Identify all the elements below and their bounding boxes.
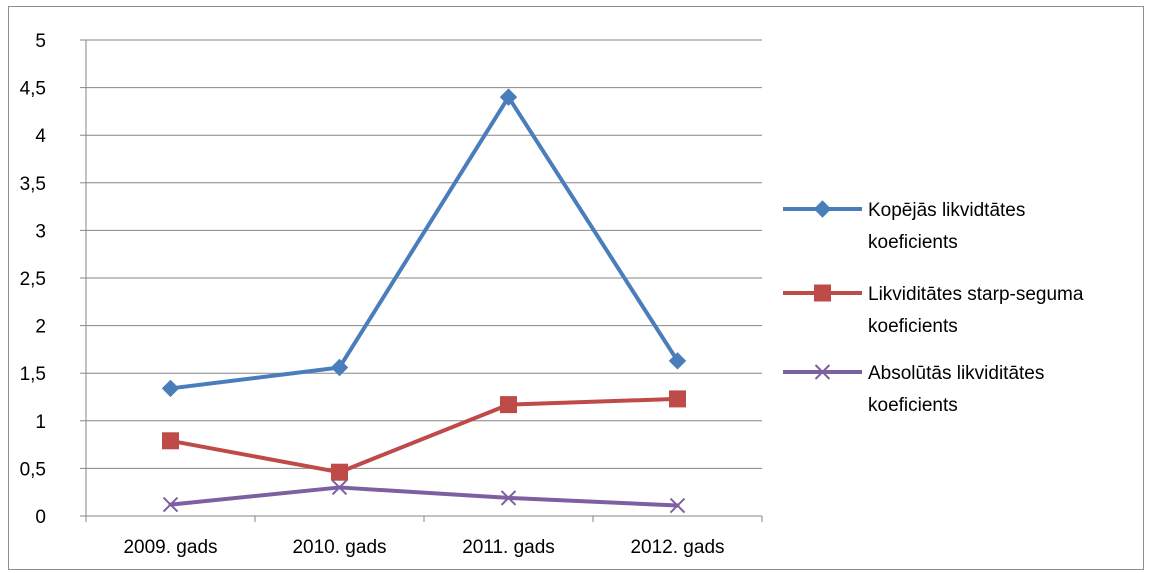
data-point [331, 479, 348, 496]
line-chart: 0 0,5 1 1,5 2 2,5 3 3,5 4 4,5 5 2009. gads 2010. ga… [20, 31, 1084, 558]
series-line [168, 396, 680, 475]
x-tick-label: 2011. gads [462, 537, 555, 558]
data-point [162, 496, 179, 513]
x-tick-label: 2012. gads [630, 537, 724, 558]
series-1 [161, 88, 687, 398]
data-point [500, 490, 517, 506]
series-3 [162, 479, 686, 514]
series-lines [161, 88, 687, 514]
y-tick-label: 3,5 [20, 174, 46, 195]
x-axis-tick-labels: 2009. gads 2010. gads 2011. gads 2012. gads [123, 537, 724, 558]
y-axis-tick-labels: 0 0,5 1 1,5 2 2,5 3 3,5 4 4,5 5 [20, 31, 47, 528]
series-line [168, 485, 680, 508]
marker-stroke [331, 479, 348, 496]
y-tick-label: 0,5 [20, 459, 46, 480]
legend-label: koeficients [868, 395, 958, 416]
legend-marker [813, 200, 832, 218]
chart-frame: 0 0,5 1 1,5 2 2,5 3 3,5 4 4,5 5 2009. gads 2010. ga… [8, 6, 1144, 570]
data-point [162, 432, 179, 450]
legend-marker [814, 364, 831, 380]
legend-label: koeficients [868, 316, 958, 337]
marker-stroke [162, 496, 179, 513]
marker-stroke [500, 490, 517, 506]
y-tick-label: 0 [35, 507, 46, 528]
legend-label: koeficients [868, 232, 958, 253]
y-tick-label: 2 [35, 317, 46, 338]
legend-label: Likviditātes starp-seguma [868, 284, 1084, 305]
legend: Kopējās likvidtāteskoeficientsLikviditāt… [783, 200, 1084, 416]
legend-entry-2: Likviditātes starp-seguma koeficients [783, 284, 1084, 337]
legend-label: Absolūtās likviditātes [868, 363, 1044, 384]
data-point [330, 358, 349, 377]
legend-entry-3: Absolūtās likviditātes koeficients [783, 363, 1044, 416]
marker-stroke [814, 364, 831, 380]
legend-marker [814, 284, 831, 302]
legend-label: Kopējās likvidtātes [868, 200, 1025, 221]
axes [80, 39, 763, 522]
data-point [500, 396, 517, 414]
legend-entry-1: Kopējās likvidtātes koeficients [783, 200, 1025, 253]
y-tick-label: 3 [35, 221, 46, 242]
series-2 [162, 390, 686, 481]
data-point [669, 497, 686, 514]
data-point [161, 379, 180, 398]
data-point [669, 390, 686, 408]
y-tick-label: 5 [35, 31, 46, 52]
x-tick-label: 2010. gads [292, 537, 386, 558]
y-tick-label: 4 [35, 126, 46, 147]
y-tick-label: 4,5 [20, 79, 46, 100]
marker-stroke [669, 497, 686, 514]
gridlines [86, 39, 762, 469]
y-tick-label: 1,5 [20, 364, 46, 385]
data-point [668, 352, 687, 370]
data-point [331, 463, 348, 481]
y-tick-label: 1 [35, 412, 46, 433]
data-point [499, 88, 518, 106]
x-tick-label: 2009. gads [123, 537, 217, 558]
series-line [168, 95, 680, 391]
y-tick-label: 2,5 [20, 269, 46, 290]
